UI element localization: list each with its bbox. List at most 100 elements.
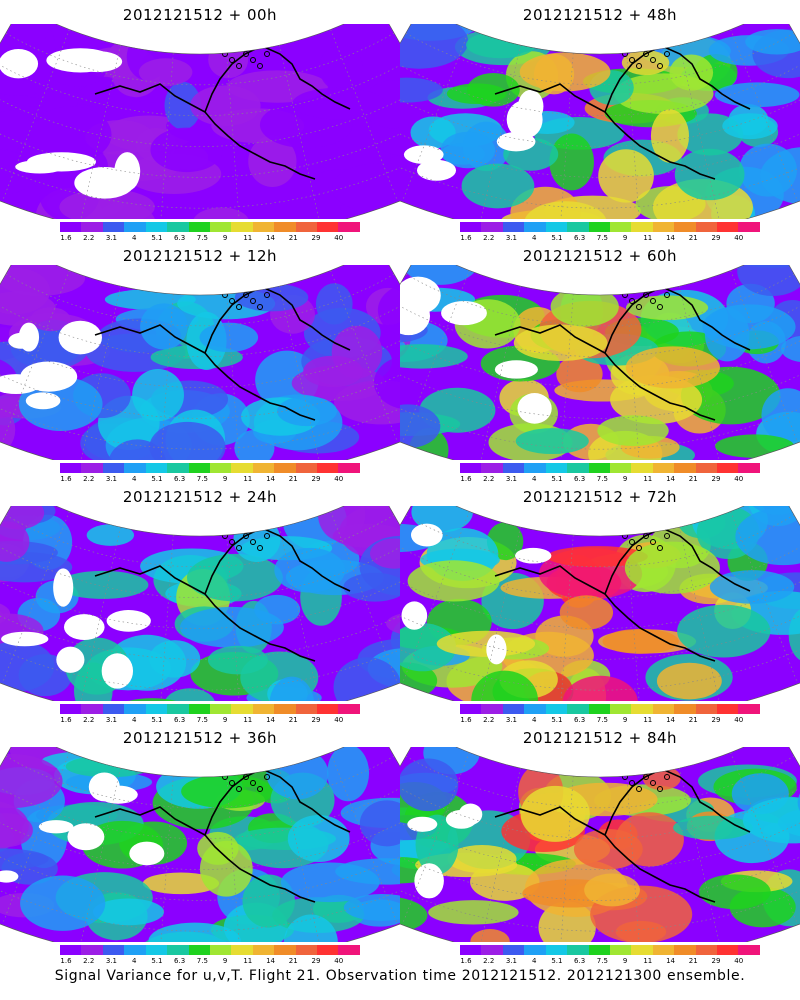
colorbar-segment <box>460 222 482 232</box>
colorbar-segment <box>145 463 168 473</box>
panel-title: 2012121512 + 72h <box>522 488 678 506</box>
colorbar-tick-label: 2.2 <box>83 957 95 965</box>
panel-title: 2012121512 + 36h <box>122 729 278 747</box>
colorbar-tick-label: 9 <box>622 234 628 242</box>
colorbar-tick-label: 7.5 <box>596 957 608 965</box>
panel-title: 2012121512 + 60h <box>522 247 678 265</box>
colorbar-segment <box>524 463 546 473</box>
colorbar-segment <box>695 945 718 955</box>
colorbar-tick-label: 1.6 <box>460 957 472 965</box>
colorbar-segment <box>60 463 82 473</box>
colorbar-tick-label: 9 <box>222 957 228 965</box>
colorbar-tick-label: 40 <box>734 234 744 242</box>
colorbar-segment <box>545 222 568 232</box>
colorbar-segment <box>524 704 546 714</box>
colorbar-tick-label: 5.1 <box>151 234 163 242</box>
colorbar-tick-label: 11 <box>243 716 253 724</box>
variance-map <box>0 24 400 219</box>
colorbar-tick-label: 1.6 <box>460 475 472 483</box>
colorbar-tick-label: 2.2 <box>483 475 495 483</box>
colorbar-tick-label: 4 <box>131 716 137 724</box>
colorbar-segment <box>609 222 632 232</box>
colorbar-tick-label: 9 <box>622 475 628 483</box>
colorbar-tick-label: 3.1 <box>505 716 518 724</box>
colorbar-segment <box>674 945 696 955</box>
colorbar-segment <box>567 704 589 714</box>
colorbar-segment <box>167 945 189 955</box>
map-panels: 2012121512 + 00h 1.6 2.2 3.1 4 5.1 6.3 7.5 9 11 14… <box>0 6 800 966</box>
colorbar-tick-label: 40 <box>734 475 744 483</box>
colorbar-segment <box>338 222 360 232</box>
colorbar-tick-label: 1.6 <box>60 957 72 965</box>
colorbar-segment <box>652 463 675 473</box>
colorbar-segment <box>588 945 610 955</box>
colorbar-segment <box>295 704 318 714</box>
colorbar-tick-label: 2.2 <box>483 234 495 242</box>
colorbar-tick-label: 4 <box>131 234 137 242</box>
colorbar-segment <box>460 704 482 714</box>
colorbar-tick-label: 4 <box>531 475 537 483</box>
colorbar-segment <box>695 463 718 473</box>
colorbar-tick-label: 21 <box>288 957 298 965</box>
colorbar-tick-label: 11 <box>243 957 253 965</box>
colorbar-tick-label: 40 <box>334 957 344 965</box>
map-panel: 2012121512 + 36h 1.6 2.2 3.1 4 5.1 6.3 7.5 9 11 14… <box>0 723 400 966</box>
colorbar-segment <box>695 222 718 232</box>
colorbar-tick-label: 21 <box>688 957 698 965</box>
colorbar-tick-label: 5.1 <box>551 957 563 965</box>
colorbar-ticks: 1.6 2.2 3.1 4 5.1 6.3 7.5 9 11 14 21 29 40 <box>52 957 368 966</box>
colorbar-segment <box>609 945 632 955</box>
colorbar-segment <box>588 704 610 714</box>
colorbar-segment <box>295 945 318 955</box>
colorbar <box>60 704 360 714</box>
colorbar-segment <box>502 463 525 473</box>
colorbar-tick-label: 6.3 <box>174 957 186 965</box>
colorbar-segment <box>167 463 189 473</box>
colorbar-tick-label: 11 <box>243 234 253 242</box>
colorbar-tick-label: 3.1 <box>105 475 118 483</box>
colorbar-tick-label: 7.5 <box>196 716 208 724</box>
colorbar-tick-label: 5.1 <box>551 234 563 242</box>
colorbar-segment <box>231 704 253 714</box>
colorbar-segment <box>588 222 610 232</box>
colorbar-segment <box>631 704 653 714</box>
colorbar <box>60 463 360 473</box>
colorbar-segment <box>60 945 82 955</box>
colorbar-ticks: 1.6 2.2 3.1 4 5.1 6.3 7.5 9 11 14 21 29 40 <box>452 716 768 725</box>
colorbar-segment <box>188 463 210 473</box>
colorbar-ticks: 1.6 2.2 3.1 4 5.1 6.3 7.5 9 11 14 21 29 40 <box>452 957 768 966</box>
colorbar-tick-label: 29 <box>311 716 321 724</box>
variance-map <box>400 265 800 460</box>
variance-map <box>400 506 800 701</box>
colorbar-tick-label: 40 <box>334 716 344 724</box>
colorbar-tick-label: 9 <box>222 716 228 724</box>
colorbar-tick-label: 9 <box>222 475 228 483</box>
colorbar-segment <box>188 704 210 714</box>
colorbar-tick-label: 29 <box>711 475 721 483</box>
panel-title: 2012121512 + 24h <box>122 488 278 506</box>
colorbar <box>460 463 760 473</box>
colorbar <box>60 945 360 955</box>
colorbar-segment <box>274 222 296 232</box>
colorbar-segment <box>167 222 189 232</box>
colorbar-tick-label: 2.2 <box>83 234 95 242</box>
colorbar-segment <box>524 222 546 232</box>
colorbar-tick-label: 9 <box>622 957 628 965</box>
colorbar-tick-label: 21 <box>288 475 298 483</box>
colorbar-segment <box>60 704 82 714</box>
colorbar-segment <box>502 704 525 714</box>
colorbar-segment <box>738 704 760 714</box>
colorbar-tick-label: 40 <box>334 475 344 483</box>
colorbar-segment <box>717 945 739 955</box>
colorbar-tick-label: 14 <box>666 234 675 242</box>
colorbar-segment <box>695 704 718 714</box>
colorbar-segment <box>609 704 632 714</box>
colorbar-tick-label: 4 <box>131 475 137 483</box>
colorbar-segment <box>145 222 168 232</box>
colorbar-tick-label: 21 <box>688 475 698 483</box>
colorbar-tick-label: 11 <box>643 957 653 965</box>
colorbar-ticks: 1.6 2.2 3.1 4 5.1 6.3 7.5 9 11 14 21 29 40 <box>452 475 768 484</box>
colorbar-ticks: 1.6 2.2 3.1 4 5.1 6.3 7.5 9 11 14 21 29 40 <box>452 234 768 243</box>
colorbar-segment <box>652 945 675 955</box>
colorbar-tick-label: 14 <box>266 234 275 242</box>
